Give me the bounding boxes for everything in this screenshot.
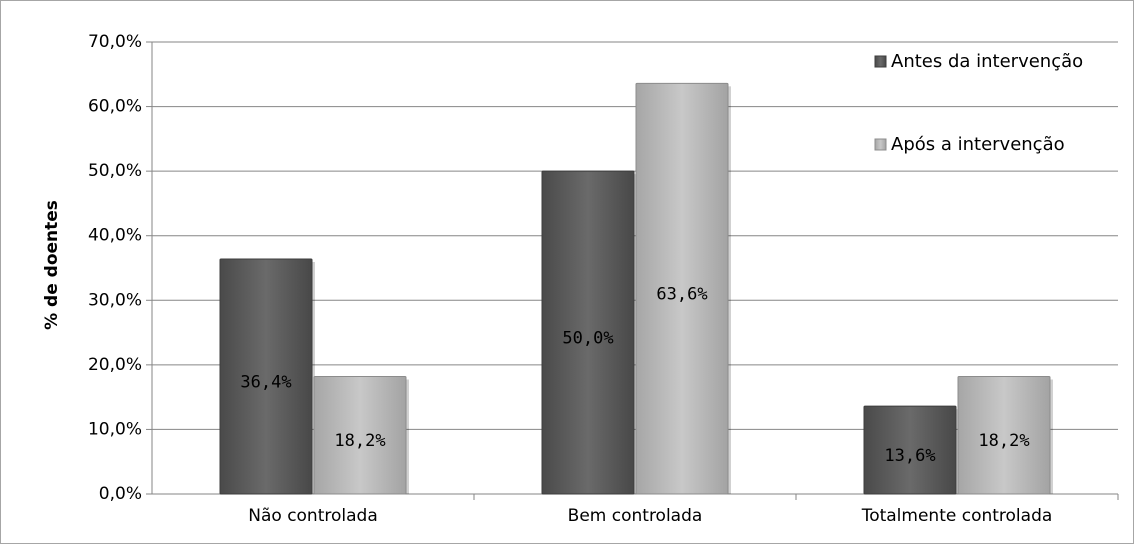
- bar: [219, 258, 313, 495]
- y-axis-label: % de doentes: [42, 200, 62, 330]
- legend-swatch: [874, 55, 887, 68]
- y-tick-label: 0,0%: [99, 484, 142, 504]
- y-tick-label: 70,0%: [88, 32, 142, 52]
- bar: [635, 82, 729, 495]
- bar: [313, 375, 407, 495]
- y-tick-label: 10,0%: [88, 419, 142, 439]
- axes: [146, 41, 1119, 500]
- y-tick-label: 30,0%: [88, 290, 142, 310]
- data-label: 18,2%: [334, 431, 385, 451]
- legend-label: Antes da intervenção: [891, 51, 1083, 72]
- x-category-label: Totalmente controlada: [861, 506, 1053, 526]
- x-category-label: Bem controlada: [568, 506, 703, 526]
- y-tick-label: 20,0%: [88, 355, 142, 375]
- bars: [219, 82, 1053, 495]
- data-label: 36,4%: [240, 372, 291, 392]
- x-category-label: Não controlada: [248, 506, 378, 526]
- legend-label: Após a intervenção: [891, 134, 1065, 155]
- legend-swatch: [874, 138, 887, 151]
- gridlines: [152, 41, 1118, 430]
- data-label: 50,0%: [562, 329, 613, 349]
- data-label: 13,6%: [884, 446, 935, 466]
- y-tick-label: 50,0%: [88, 161, 142, 181]
- bar: [957, 375, 1051, 495]
- y-tick-label: 40,0%: [88, 226, 142, 246]
- x-category-labels: Não controlada Bem controlada Totalmente c…: [248, 506, 1052, 526]
- y-tick-labels: 0,0% 10,0% 20,0% 30,0% 40,0% 50,0% 60,0% 70,0%: [88, 32, 142, 504]
- data-label: 63,6%: [656, 285, 707, 305]
- legend: Antes da intervenção Após a intervenção: [874, 51, 1083, 155]
- data-labels: 36,4% 18,2% 50,0% 63,6% 13,6% 18,2%: [240, 285, 1029, 466]
- bar: [541, 170, 635, 495]
- data-label: 18,2%: [978, 431, 1029, 451]
- bar: [863, 405, 957, 495]
- y-tick-label: 60,0%: [88, 97, 142, 117]
